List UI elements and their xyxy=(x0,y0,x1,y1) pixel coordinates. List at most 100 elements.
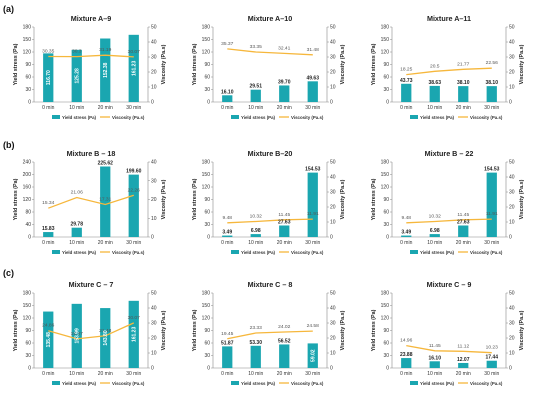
y-tick-label: 0 xyxy=(386,235,389,241)
bar-value-label: 152.38 xyxy=(103,62,109,78)
x-tick-label: 20 min xyxy=(277,240,292,246)
y-axis-label: Yield stress (Pa) xyxy=(371,309,377,351)
y-tick-label: 30 xyxy=(25,353,31,359)
chart-6: Mixture B – 22 0 30 60 90 120 150 180 0 10 20 30 40 5… xyxy=(371,149,525,255)
chart-8: Mixture C – 8 0 30 60 90 120 150 180 0 10 20 30 40 50… xyxy=(192,280,346,386)
viscosity-label: 11.12 xyxy=(457,343,469,349)
y2-tick-label: 20 xyxy=(509,336,515,342)
bar xyxy=(458,362,469,368)
y-tick-label: 30 xyxy=(383,222,389,228)
x-tick-label: 0 min xyxy=(42,371,54,377)
viscosity-label: 31.19 xyxy=(99,47,112,53)
y-tick-label: 60 xyxy=(383,341,389,347)
y2-tick-label: 40 xyxy=(509,306,515,312)
y-tick-label: 120 xyxy=(381,50,390,56)
y-tick-label: 150 xyxy=(202,37,211,43)
y2-tick-label: 0 xyxy=(509,366,512,372)
bar-value-label: 143.80 xyxy=(103,330,109,346)
y2-tick-label: 50 xyxy=(330,291,336,297)
legend-label-line: Viscosity (Pa.s) xyxy=(112,250,145,255)
chart-2: Mixture A–10 0 30 60 90 120 150 180 0 10 20 30 40 50 Y… xyxy=(192,14,346,120)
y-tick-label: 90 xyxy=(204,62,210,68)
legend-swatch-bar xyxy=(52,115,60,119)
legend-label-bar: Yield stress (Pa) xyxy=(241,115,276,120)
y2-tick-label: 30 xyxy=(509,190,515,196)
y2-tick-label: 30 xyxy=(330,190,336,196)
viscosity-line xyxy=(406,67,492,76)
bar xyxy=(128,300,139,368)
bar-value-label: 56.52 xyxy=(278,338,291,344)
y-tick-label: 120 xyxy=(202,316,211,322)
y2-tick-label: 10 xyxy=(509,220,515,226)
viscosity-line xyxy=(406,344,492,354)
y2-tick-label: 40 xyxy=(509,40,515,46)
y-tick-label: 0 xyxy=(28,100,31,106)
viscosity-label: 17.31 xyxy=(99,197,112,203)
y2-tick-label: 20 xyxy=(330,70,336,76)
viscosity-line xyxy=(227,218,313,224)
viscosity-line xyxy=(227,48,313,56)
y2-tick-label: 50 xyxy=(509,160,515,166)
chart-title: Mixture B – 18 xyxy=(67,149,116,158)
viscosity-label: 11.45 xyxy=(457,212,469,218)
legend-label-bar: Yield stress (Pa) xyxy=(420,381,455,386)
legend-label-line: Viscosity (Pa.s) xyxy=(470,381,503,386)
viscosity-label: 11.91 xyxy=(486,211,498,217)
y2-tick-label: 0 xyxy=(330,366,333,372)
bar xyxy=(222,95,233,102)
bar xyxy=(401,83,412,102)
x-tick-label: 10 min xyxy=(248,105,263,111)
bar xyxy=(486,86,497,102)
bar-value-label: 135.48 xyxy=(46,332,52,348)
viscosity-label: 33.35 xyxy=(250,44,263,50)
legend-label-bar: Yield stress (Pa) xyxy=(420,115,455,120)
y2-tick-label: 10 xyxy=(151,216,157,222)
x-tick-label: 10 min xyxy=(69,240,84,246)
y-tick-label: 80 xyxy=(25,210,31,216)
viscosity-label: 21.77 xyxy=(457,61,470,67)
y-tick-label: 60 xyxy=(204,75,210,81)
y-tick-label: 30 xyxy=(25,87,31,93)
bar-value-label: 225.62 xyxy=(98,160,114,166)
bar-value-label: 6.98 xyxy=(430,228,440,234)
x-tick-label: 0 min xyxy=(221,371,233,377)
legend-label-line: Viscosity (Pa.s) xyxy=(470,115,503,120)
y-tick-label: 30 xyxy=(383,87,389,93)
viscosity-label: 9.48 xyxy=(401,215,411,221)
y-tick-label: 160 xyxy=(23,185,32,191)
viscosity-line xyxy=(48,322,135,340)
bar xyxy=(279,85,290,102)
bar xyxy=(250,234,261,237)
bar-value-label: 154.53 xyxy=(484,167,500,173)
y2-tick-label: 40 xyxy=(330,40,336,46)
viscosity-label: 24.02 xyxy=(278,324,291,330)
y-tick-label: 60 xyxy=(25,75,31,81)
y-tick-label: 40 xyxy=(25,222,31,228)
y2-tick-label: 30 xyxy=(151,178,157,184)
y2-tick-label: 40 xyxy=(151,40,157,46)
bar xyxy=(458,86,469,102)
chart-title: Mixture B–20 xyxy=(248,149,293,158)
bar-value-label: 6.98 xyxy=(251,228,261,234)
y2-tick-label: 30 xyxy=(151,321,157,327)
y2-tick-label: 30 xyxy=(509,55,515,61)
bar xyxy=(222,346,233,368)
viscosity-line xyxy=(227,330,313,340)
legend-label-line: Viscosity (Pa.s) xyxy=(291,381,324,386)
viscosity-label: 31.48 xyxy=(307,47,320,53)
y2-tick-label: 40 xyxy=(151,306,157,312)
y-tick-label: 0 xyxy=(386,100,389,106)
y-axis-label: Yield stress (Pa) xyxy=(371,43,377,85)
bar-value-label: 161.23 xyxy=(131,61,137,77)
bar xyxy=(486,172,497,237)
viscosity-label: 24.86 xyxy=(42,323,55,329)
x-tick-label: 0 min xyxy=(221,105,233,111)
x-tick-label: 30 min xyxy=(305,371,320,377)
viscosity-label: 20.5 xyxy=(430,63,440,69)
viscosity-label: 21.48 xyxy=(99,328,112,334)
y-tick-label: 90 xyxy=(25,328,31,334)
legend-label-bar: Yield stress (Pa) xyxy=(241,250,276,255)
bar-value-label: 15.83 xyxy=(42,226,55,232)
x-tick-label: 10 min xyxy=(69,371,84,377)
x-tick-label: 30 min xyxy=(126,240,141,246)
